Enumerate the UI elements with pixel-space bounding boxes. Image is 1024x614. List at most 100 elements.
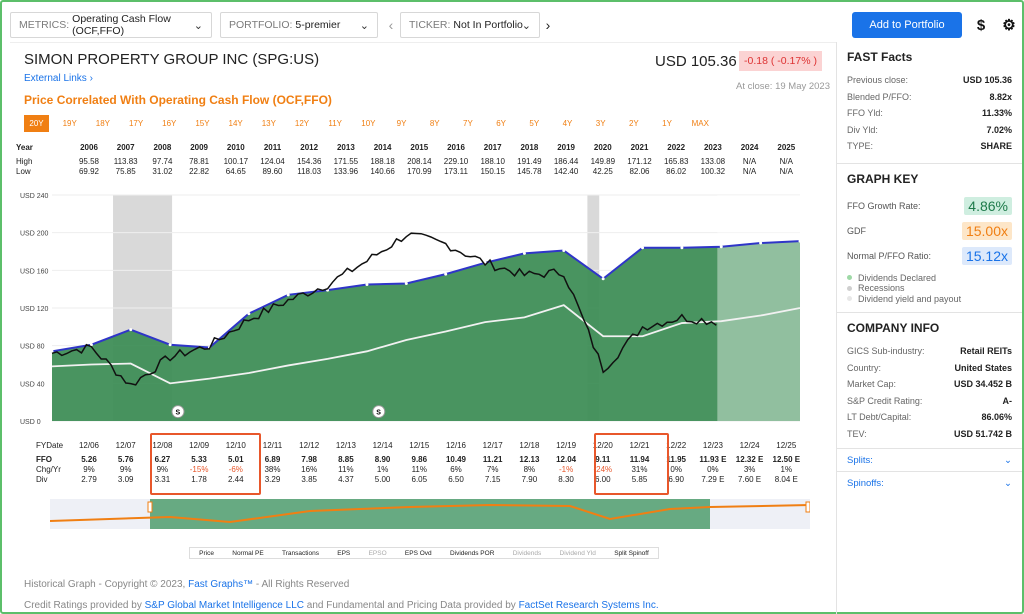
- period-tab-4y[interactable]: 4Y: [562, 119, 573, 128]
- info-label: TEV:: [847, 428, 867, 439]
- fundamental-cell: 12.50 E: [772, 455, 801, 464]
- period-tab-14y[interactable]: 14Y: [228, 119, 243, 128]
- portfolio-select[interactable]: PORTFOLIO: 5-premier ⌄: [220, 12, 378, 38]
- growth-rate-row: FFO Growth Rate: 4.86%: [847, 194, 1012, 219]
- navigator-selection: [150, 499, 710, 529]
- legend-item[interactable]: EPS: [337, 549, 351, 557]
- splits-toggle[interactable]: Splits: ⌄: [847, 454, 1012, 466]
- period-tab-16y[interactable]: 16Y: [162, 119, 177, 128]
- period-tab-3y[interactable]: 3Y: [595, 119, 606, 128]
- split-marker[interactable]: S: [171, 405, 185, 419]
- prev-ticker-icon[interactable]: ‹: [388, 17, 394, 33]
- info-value: United States: [954, 362, 1012, 373]
- fundamental-cell: 5.85: [631, 475, 648, 484]
- next-ticker-icon[interactable]: ›: [545, 17, 551, 33]
- normal-pe-point: [759, 241, 763, 245]
- legend-item[interactable]: Normal PE: [232, 549, 264, 557]
- period-tab-15y[interactable]: 15Y: [195, 119, 210, 128]
- hilo-cell: 75.85: [115, 167, 136, 176]
- fundamental-cell: 9%: [119, 465, 132, 474]
- dollar-icon[interactable]: $: [976, 16, 986, 34]
- gear-icon[interactable]: ⚙: [1002, 17, 1016, 34]
- period-tab-10y[interactable]: 10Y: [361, 119, 376, 128]
- legend-item[interactable]: Split Spinoff: [614, 549, 649, 557]
- period-tab-1y[interactable]: 1Y: [662, 119, 672, 128]
- hilo-cell: 113.83: [113, 157, 138, 166]
- chart-legend: Price Normal PE Transactions EPS EPSO EPS Ovd…: [189, 547, 659, 559]
- hilo-cell: 82.06: [629, 167, 650, 176]
- info-value: USD 51.742 B: [953, 428, 1012, 439]
- key-recessions: Recessions: [847, 283, 1012, 294]
- period-tab-8y[interactable]: 8Y: [429, 119, 440, 128]
- fundamental-cell: 7.98: [301, 455, 317, 464]
- ticker-select[interactable]: TICKER: Not In Portfolio ⌄: [400, 12, 540, 38]
- sp-link[interactable]: S&P Global Market Intelligence LLC: [144, 600, 304, 611]
- y-tick-label: USD 0: [20, 419, 41, 426]
- period-tab-17y[interactable]: 17Y: [128, 119, 144, 128]
- legend-item[interactable]: Price: [199, 549, 214, 557]
- period-tab-6y[interactable]: 6Y: [496, 119, 507, 128]
- external-links[interactable]: External Links ›: [24, 73, 93, 84]
- fundamental-cell: 11.93 E: [699, 455, 727, 464]
- legend-item[interactable]: Dividend Yld: [559, 549, 596, 557]
- hilo-cell: N/A: [779, 167, 793, 176]
- period-tab-19y[interactable]: 19Y: [62, 119, 77, 128]
- fastgraphs-link[interactable]: Fast Graphs™: [188, 579, 254, 590]
- legend-item[interactable]: EPSO: [368, 549, 387, 557]
- fundamental-cell: 3.09: [117, 475, 134, 484]
- info-label: TYPE:: [847, 141, 874, 152]
- legend-item[interactable]: EPS Ovd: [404, 549, 432, 557]
- highlight-box-2008-2010: [150, 433, 261, 495]
- fundamental-cell: 12/15: [409, 441, 430, 450]
- main-panel: SIMON PROPERTY GROUP INC (SPG:US) Extern…: [10, 42, 836, 614]
- navigator-handle-right[interactable]: [805, 501, 810, 513]
- hilo-cell: 133.08: [700, 157, 726, 166]
- hilo-cell: 22.82: [189, 167, 210, 176]
- chevron-down-icon: ⌄: [193, 20, 203, 32]
- factset-link[interactable]: FactSet Research Systems Inc.: [518, 600, 659, 611]
- price: USD 105.36: [655, 53, 737, 70]
- hilo-cell: 2024: [740, 143, 759, 152]
- hilo-cell: 78.81: [189, 157, 210, 166]
- normal-ratio-value[interactable]: 15.12x: [961, 247, 1012, 265]
- navigator-line: [50, 503, 810, 524]
- range-navigator[interactable]: [50, 499, 810, 529]
- period-tab-9y[interactable]: 9Y: [396, 119, 407, 128]
- hilo-cell: 42.25: [592, 167, 613, 176]
- period-tab-18y[interactable]: 18Y: [95, 119, 110, 128]
- fundamental-cell: 3.85: [301, 475, 317, 484]
- hilo-cell: 31.02: [152, 167, 173, 176]
- info-label: GICS Sub-industry:: [847, 346, 925, 357]
- add-to-portfolio-button[interactable]: Add to Portfolio: [852, 12, 962, 38]
- period-tab-2y[interactable]: 2Y: [628, 119, 639, 128]
- metrics-select[interactable]: METRICS: Operating Cash Flow (OCF,FFO) ⌄: [10, 12, 212, 38]
- legend-item[interactable]: Dividends: [512, 549, 542, 557]
- split-marker[interactable]: S: [372, 405, 386, 419]
- hilo-row-label: Year: [16, 143, 33, 152]
- period-tab-5y[interactable]: 5Y: [529, 119, 540, 128]
- period-tab-20y[interactable]: 20Y: [24, 115, 49, 132]
- period-tab-max[interactable]: MAX: [691, 119, 709, 128]
- fundamental-cell: 1.78: [191, 475, 207, 484]
- legend-item[interactable]: Transactions: [281, 549, 319, 557]
- period-tab-12y[interactable]: 12Y: [294, 119, 310, 128]
- growth-rate-value[interactable]: 4.86%: [964, 197, 1012, 215]
- fundamental-cell: 5.01: [228, 455, 244, 464]
- hilo-cell: 188.10: [480, 157, 505, 166]
- fundamental-cell: 12.13: [519, 455, 540, 464]
- fundamental-cell: 38%: [264, 465, 281, 474]
- fundamental-cell: -6%: [228, 465, 243, 474]
- gdf-value[interactable]: 15.00x: [961, 222, 1012, 240]
- spinoffs-toggle[interactable]: Spinoffs: ⌄: [847, 477, 1012, 489]
- period-tab-11y[interactable]: 11Y: [328, 119, 342, 128]
- legend-item[interactable]: Dividends POR: [449, 549, 495, 557]
- period-tab-7y[interactable]: 7Y: [463, 119, 473, 128]
- period-tab-13y[interactable]: 13Y: [261, 119, 276, 128]
- navigator-handle-left[interactable]: [147, 501, 153, 513]
- price-chart: USD 240 USD 200 USD 160 USD 120 USD 80 USD 40…: [20, 193, 802, 426]
- fundamental-cell: 12.04: [556, 455, 577, 464]
- hilo-cell: 2012: [300, 143, 319, 152]
- hilo-row-label: High: [16, 157, 33, 166]
- hilo-cell: 2018: [520, 143, 539, 152]
- info-value: 7.02%: [986, 124, 1012, 135]
